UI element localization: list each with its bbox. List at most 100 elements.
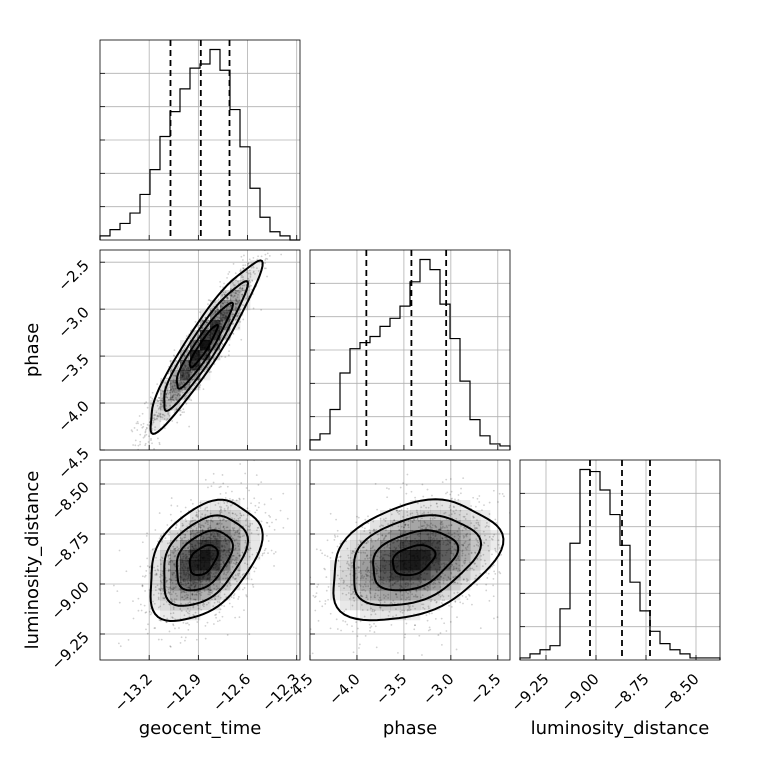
sample-point: [208, 371, 211, 374]
sample-point: [415, 509, 418, 512]
sample-point: [248, 633, 251, 636]
sample-point: [407, 596, 410, 599]
sample-point: [441, 537, 443, 539]
sample-point: [174, 547, 177, 550]
sample-point: [441, 537, 444, 540]
sample-point: [372, 545, 375, 548]
sample-point: [215, 585, 218, 588]
sample-point: [475, 527, 478, 530]
sample-point: [240, 290, 242, 293]
sample-point: [218, 527, 220, 530]
sample-point: [170, 497, 173, 499]
density-cell: [430, 520, 441, 531]
sample-point: [209, 580, 212, 583]
sample-point: [230, 571, 233, 573]
sample-point: [202, 605, 205, 608]
sample-point: [173, 572, 175, 574]
sample-point: [421, 654, 423, 656]
sample-point: [249, 275, 252, 278]
sample-point: [117, 642, 120, 645]
sample-point: [144, 611, 147, 614]
sample-point: [313, 596, 316, 599]
sample-point: [161, 399, 164, 402]
sample-point: [361, 574, 363, 577]
sample-point: [467, 553, 470, 555]
sample-point: [219, 280, 221, 283]
sample-point: [265, 257, 267, 260]
contour-line: [149, 259, 264, 435]
sample-point: [396, 511, 399, 514]
sample-point: [221, 305, 224, 308]
sample-point: [450, 513, 453, 516]
sample-point: [232, 512, 234, 515]
sample-point: [229, 584, 232, 587]
sample-point: [230, 596, 233, 598]
density-cell: [440, 580, 451, 591]
sample-point: [171, 385, 174, 388]
density-cell: [410, 590, 421, 601]
sample-point: [160, 563, 162, 566]
sample-point: [373, 548, 376, 551]
sample-point: [244, 539, 247, 542]
density-cell: [220, 290, 231, 301]
sample-point: [145, 611, 148, 614]
sample-point: [382, 594, 385, 596]
density-cell: [170, 530, 181, 541]
sample-point: [204, 507, 207, 510]
sample-point: [252, 266, 255, 269]
sample-point: [144, 428, 147, 431]
sample-point: [455, 648, 458, 651]
sample-point: [239, 309, 242, 311]
sample-point: [166, 396, 169, 399]
sample-point: [484, 562, 487, 565]
density-cell: [360, 610, 371, 621]
sample-point: [213, 340, 216, 343]
density-cell: [450, 590, 461, 601]
sample-point: [232, 558, 234, 561]
sample-point: [223, 572, 226, 574]
density-cell: [390, 580, 401, 591]
sample-point: [448, 538, 451, 541]
sample-point: [231, 605, 234, 608]
sample-point: [184, 536, 187, 539]
sample-point: [154, 418, 156, 421]
sample-point: [263, 549, 266, 552]
sample-point: [409, 608, 412, 611]
sample-point: [369, 592, 372, 595]
sample-point: [167, 591, 170, 594]
density-cell: [250, 530, 261, 541]
sample-point: [132, 600, 134, 603]
sample-point: [439, 528, 442, 531]
sample-point: [430, 598, 433, 601]
sample-point: [209, 593, 211, 596]
sample-point: [212, 472, 215, 475]
sample-point: [199, 311, 201, 313]
sample-point: [179, 394, 182, 397]
sample-point: [416, 518, 419, 521]
density-cell: [160, 610, 171, 621]
sample-point: [138, 415, 141, 417]
sample-point: [483, 559, 486, 562]
sample-point: [390, 601, 393, 604]
sample-point: [219, 285, 222, 288]
sample-point: [167, 554, 169, 557]
sample-point: [346, 623, 349, 626]
sample-point: [192, 606, 195, 609]
sample-point: [425, 526, 428, 529]
sample-point: [488, 513, 491, 515]
sample-point: [176, 367, 179, 370]
sample-point: [404, 523, 406, 526]
sample-point: [483, 541, 485, 544]
sample-point: [453, 506, 455, 509]
sample-point: [411, 512, 414, 515]
sample-point: [409, 513, 412, 515]
sample-point: [454, 581, 457, 584]
sample-point: [207, 593, 210, 596]
sample-point: [474, 562, 477, 565]
sample-point: [424, 588, 427, 591]
sample-point: [168, 554, 171, 557]
sample-point: [550, 517, 552, 519]
sample-point: [207, 591, 210, 593]
sample-point: [270, 549, 273, 552]
sample-point: [230, 504, 232, 507]
